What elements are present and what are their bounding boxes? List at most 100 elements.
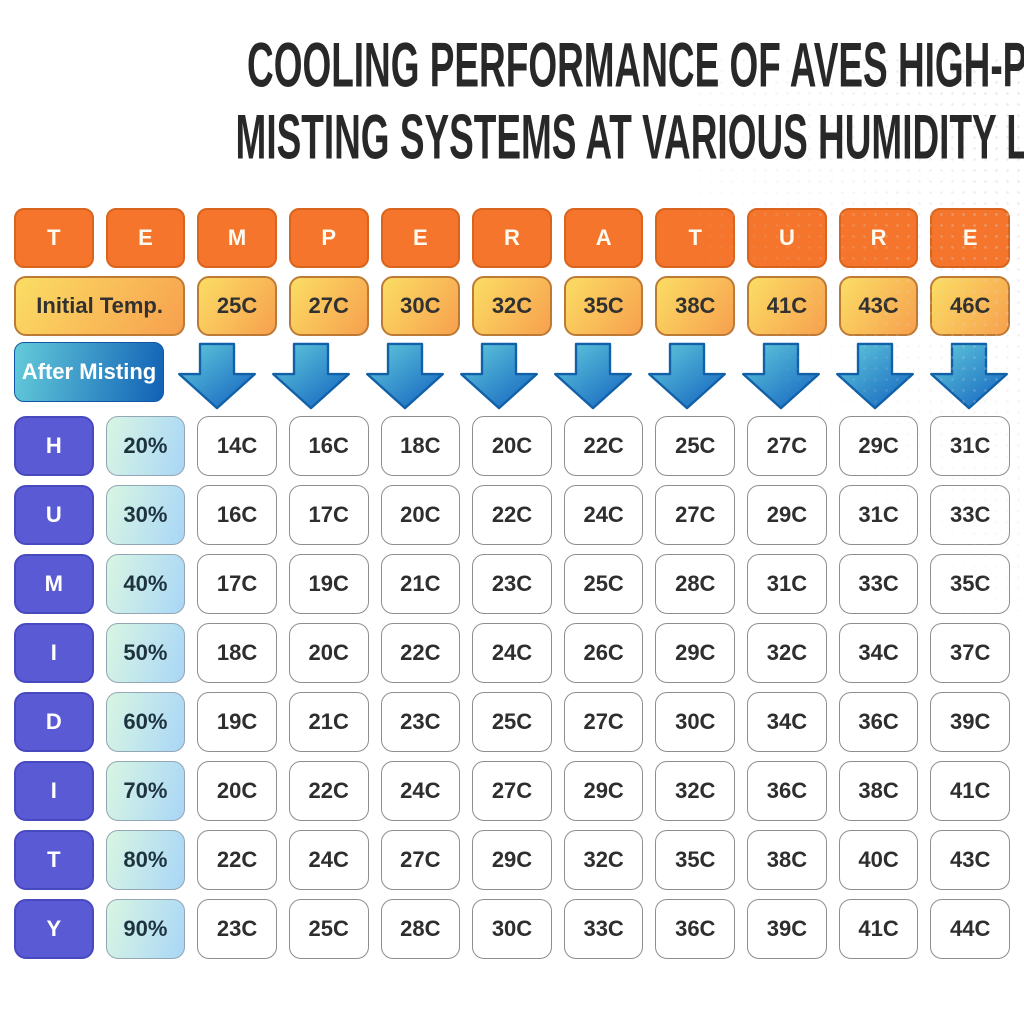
result-cell-r1-c2: 20C bbox=[380, 485, 461, 545]
result-cell-r5-c1: 22C bbox=[288, 761, 369, 821]
result-cell-r2-c2: 21C bbox=[380, 554, 461, 614]
temperature-letter-2: M bbox=[197, 208, 277, 268]
result-cell-r0-c5: 25C bbox=[655, 416, 736, 476]
result-cell-r7-c2: 28C bbox=[380, 899, 461, 959]
result-cell-r6-c2: 27C bbox=[380, 830, 461, 890]
humidity-letter-6: T bbox=[14, 830, 94, 890]
down-arrow-icon bbox=[740, 342, 822, 410]
humidity-letter-7: Y bbox=[14, 899, 94, 959]
temperature-letter-8: U bbox=[747, 208, 827, 268]
result-cell-r0-c4: 22C bbox=[563, 416, 644, 476]
temperature-letter-7: T bbox=[655, 208, 736, 268]
result-cell-r6-c5: 35C bbox=[655, 830, 736, 890]
result-cell-r0-c7: 29C bbox=[838, 416, 919, 476]
humidity-percent-7: 90% bbox=[105, 899, 186, 959]
result-cell-r2-c6: 31C bbox=[747, 554, 827, 614]
humidity-percent-6: 80% bbox=[105, 830, 186, 890]
result-cell-r1-c3: 22C bbox=[472, 485, 552, 545]
result-cell-r3-c8: 37C bbox=[930, 623, 1010, 683]
humidity-percent-5: 70% bbox=[105, 761, 186, 821]
result-cell-r6-c0: 22C bbox=[197, 830, 277, 890]
result-cell-r5-c4: 29C bbox=[563, 761, 644, 821]
result-cell-r7-c6: 39C bbox=[747, 899, 827, 959]
result-cell-r0-c2: 18C bbox=[380, 416, 461, 476]
humidity-letter-4: D bbox=[14, 692, 94, 752]
result-cell-r5-c6: 36C bbox=[747, 761, 827, 821]
initial-temp-value-2: 30C bbox=[380, 276, 461, 336]
down-arrow-icon bbox=[646, 342, 728, 410]
initial-temps-row: Initial Temp. 25C 27C 30C 32C 35C 38C 41C 43C 46C bbox=[0, 276, 1024, 336]
result-cell-r0-c0: 14C bbox=[197, 416, 277, 476]
result-cell-r7-c8: 44C bbox=[930, 899, 1010, 959]
result-cell-r5-c7: 38C bbox=[838, 761, 919, 821]
result-cell-r7-c5: 36C bbox=[655, 899, 736, 959]
temperature-letter-9: R bbox=[838, 208, 919, 268]
initial-temp-value-4: 35C bbox=[563, 276, 644, 336]
humidity-data-grid: H 20% 14C 16C 18C 20C 22C 25C 27C 29C 31C U 30% 16C 17… bbox=[0, 416, 1024, 959]
result-cell-r1-c6: 29C bbox=[747, 485, 827, 545]
humidity-letter-3: I bbox=[14, 623, 94, 683]
humidity-percent-3: 50% bbox=[105, 623, 186, 683]
humidity-percent-2: 40% bbox=[105, 554, 186, 614]
after-misting-label: After Misting bbox=[14, 342, 164, 402]
result-cell-r3-c2: 22C bbox=[380, 623, 461, 683]
initial-temp-value-7: 43C bbox=[838, 276, 919, 336]
temperature-letter-0: T bbox=[14, 208, 94, 268]
down-arrow-icon bbox=[176, 342, 258, 410]
temperature-letter-4: E bbox=[380, 208, 461, 268]
result-cell-r2-c3: 23C bbox=[472, 554, 552, 614]
result-cell-r4-c7: 36C bbox=[838, 692, 919, 752]
result-cell-r4-c4: 27C bbox=[563, 692, 644, 752]
result-cell-r2-c0: 17C bbox=[197, 554, 277, 614]
result-cell-r6-c8: 43C bbox=[930, 830, 1010, 890]
result-cell-r4-c3: 25C bbox=[472, 692, 552, 752]
result-cell-r6-c1: 24C bbox=[288, 830, 369, 890]
result-cell-r5-c2: 24C bbox=[380, 761, 461, 821]
result-cell-r5-c5: 32C bbox=[655, 761, 736, 821]
result-cell-r3-c6: 32C bbox=[747, 623, 827, 683]
humidity-percent-0: 20% bbox=[105, 416, 186, 476]
humidity-percent-1: 30% bbox=[105, 485, 186, 545]
result-cell-r2-c1: 19C bbox=[288, 554, 369, 614]
result-cell-r3-c1: 20C bbox=[288, 623, 369, 683]
down-arrow-icon bbox=[552, 342, 634, 410]
result-cell-r0-c3: 20C bbox=[472, 416, 552, 476]
result-cell-r1-c7: 31C bbox=[838, 485, 919, 545]
result-cell-r6-c4: 32C bbox=[563, 830, 644, 890]
humidity-letter-5: I bbox=[14, 761, 94, 821]
down-arrow-icon bbox=[928, 342, 1010, 410]
result-cell-r7-c1: 25C bbox=[288, 899, 369, 959]
result-cell-r7-c0: 23C bbox=[197, 899, 277, 959]
result-cell-r1-c0: 16C bbox=[197, 485, 277, 545]
result-cell-r6-c7: 40C bbox=[838, 830, 919, 890]
result-cell-r5-c8: 41C bbox=[930, 761, 1010, 821]
temperature-letter-5: R bbox=[472, 208, 552, 268]
down-arrow-icon bbox=[270, 342, 352, 410]
down-arrow-icon bbox=[834, 342, 916, 410]
result-cell-r4-c0: 19C bbox=[197, 692, 277, 752]
result-cell-r7-c3: 30C bbox=[472, 899, 552, 959]
humidity-letter-2: M bbox=[14, 554, 94, 614]
result-cell-r4-c1: 21C bbox=[288, 692, 369, 752]
result-cell-r6-c3: 29C bbox=[472, 830, 552, 890]
humidity-letter-0: H bbox=[14, 416, 94, 476]
result-cell-r7-c7: 41C bbox=[838, 899, 919, 959]
initial-temp-value-5: 38C bbox=[655, 276, 736, 336]
initial-temp-value-0: 25C bbox=[197, 276, 277, 336]
initial-temp-value-6: 41C bbox=[747, 276, 827, 336]
result-cell-r1-c4: 24C bbox=[563, 485, 644, 545]
result-cell-r3-c3: 24C bbox=[472, 623, 552, 683]
temperature-letter-6: A bbox=[563, 208, 644, 268]
result-cell-r0-c6: 27C bbox=[747, 416, 827, 476]
result-cell-r6-c6: 38C bbox=[747, 830, 827, 890]
result-cell-r3-c5: 29C bbox=[655, 623, 736, 683]
result-cell-r2-c8: 35C bbox=[930, 554, 1010, 614]
result-cell-r7-c4: 33C bbox=[563, 899, 644, 959]
result-cell-r0-c8: 31C bbox=[930, 416, 1010, 476]
result-cell-r4-c8: 39C bbox=[930, 692, 1010, 752]
result-cell-r2-c5: 28C bbox=[655, 554, 736, 614]
result-cell-r1-c8: 33C bbox=[930, 485, 1010, 545]
result-cell-r3-c0: 18C bbox=[197, 623, 277, 683]
page-title: COOLING PERFORMANCE OF AVES HIGH-PRESSUR… bbox=[0, 0, 1024, 169]
